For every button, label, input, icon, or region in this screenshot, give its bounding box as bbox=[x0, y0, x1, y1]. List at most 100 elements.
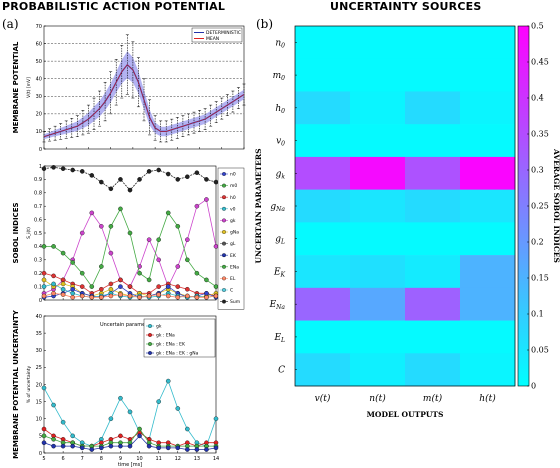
sobol-ytick-label: 0.6 bbox=[34, 217, 42, 223]
sobol-legend: n0 m0 h0 v0 gk gNa gL EK ENa EL C Sum bbox=[217, 167, 245, 310]
uncertainty-point-gk-ENa-EK-gNa bbox=[60, 443, 66, 449]
sobol-point-gk bbox=[89, 210, 95, 216]
sobol-point-m0 bbox=[60, 250, 66, 256]
sobol-point-m0 bbox=[175, 224, 181, 229]
heatmap-cell bbox=[405, 189, 461, 223]
sobol-point-gNa bbox=[41, 277, 47, 283]
uncertainty-point-gk bbox=[156, 399, 161, 404]
sobol-legend-marker bbox=[222, 183, 226, 188]
sobol-point-h0 bbox=[99, 287, 104, 292]
sobol-point-EL bbox=[213, 293, 219, 299]
sobol-point-m0 bbox=[118, 206, 123, 212]
uncertainty-legend-box bbox=[143, 318, 216, 358]
uncertainty-ytick-label: 25 bbox=[36, 365, 42, 371]
sobol-point-Sum bbox=[118, 177, 123, 182]
sobol-point-Sum bbox=[89, 173, 95, 178]
uncertainty-ytick-label: 35 bbox=[36, 331, 42, 337]
sobol-point-m0 bbox=[108, 224, 114, 229]
sobol-ytick-label: 0.1 bbox=[34, 284, 42, 290]
heatmap-column-label: m(t) bbox=[423, 393, 443, 404]
membrane-ytick-label: 40 bbox=[36, 77, 42, 83]
uncertainty-legend-label: gk bbox=[156, 324, 162, 330]
uncertainty-point-gk-ENa-EK-gNa bbox=[108, 443, 114, 449]
heatmap-cell bbox=[405, 91, 461, 125]
sobol-point-gNa bbox=[108, 287, 114, 292]
membrane-legend-box bbox=[191, 27, 243, 43]
heatmap-cell bbox=[295, 124, 351, 158]
uncertainty-legend: gk gk : ENa gk : ENa : EK gk : ENa : EK : g… bbox=[143, 318, 216, 358]
colorbar-tick-label: 0.1 bbox=[531, 310, 544, 319]
membrane-ytick-label: 20 bbox=[36, 112, 42, 118]
heatmap-row-label: ENa bbox=[269, 300, 286, 311]
membrane-ytick-label: 50 bbox=[36, 59, 42, 65]
heatmap-cell bbox=[350, 189, 406, 223]
heatmap-cell bbox=[405, 255, 461, 289]
uncertainty-xtick-label: 9 bbox=[119, 456, 122, 462]
heatmap-cell bbox=[405, 287, 461, 321]
uncertainty-ytick-label: 20 bbox=[36, 382, 42, 388]
uncertainty-xtick-label: 13 bbox=[194, 456, 200, 462]
uncertainty-ytick-label: 15 bbox=[36, 399, 42, 405]
heatmap-cell bbox=[295, 91, 351, 125]
heatmap-cell bbox=[295, 320, 351, 354]
uncertainty-point-gk bbox=[165, 378, 171, 384]
heatmap-cell bbox=[405, 26, 461, 60]
sobol-point-m0 bbox=[41, 244, 47, 249]
sobol-legend-label: ENa bbox=[230, 264, 239, 270]
heatmap-cell bbox=[460, 189, 516, 223]
sobol-point-m0 bbox=[204, 277, 209, 283]
sobol-point-h0 bbox=[108, 281, 114, 287]
sobol-point-EL bbox=[204, 295, 209, 300]
sobol-legend-label: C bbox=[230, 288, 233, 294]
uncertainty-point-gk-ENa-EK-gNa bbox=[127, 443, 133, 449]
uncertainty-point-gk bbox=[185, 426, 190, 432]
sobol-ytick-label: 0.2 bbox=[34, 271, 42, 277]
uncertainty-point-gk-ENa-EK-gNa bbox=[137, 433, 142, 439]
heatmap-row-label: C bbox=[278, 366, 285, 376]
heatmap-cell bbox=[295, 189, 351, 223]
sobol-point-Sum bbox=[137, 177, 142, 182]
heatmap-row-label: gL bbox=[275, 235, 285, 246]
sobol-ytick-label: 1 bbox=[39, 164, 42, 170]
sobol-point-m0 bbox=[127, 230, 133, 236]
sobol-ytick-label: 0.5 bbox=[34, 231, 42, 237]
membrane-ytick-label: 0 bbox=[39, 147, 42, 153]
sobol-legend-marker bbox=[222, 195, 226, 200]
heatmap-column-label: h(t) bbox=[479, 393, 496, 404]
heatmap-ylabel: UNCERTAIN PARAMETERS bbox=[254, 148, 263, 263]
uncertainty-point-gk-ENa-EK-gNa bbox=[70, 443, 75, 449]
heatmap-row-label: h0 bbox=[275, 104, 285, 115]
membrane-ylabel: MEMBRANE POTENTIAL bbox=[12, 41, 20, 133]
heatmap-cell bbox=[405, 124, 461, 158]
sobol-point-v0 bbox=[51, 281, 56, 287]
left-figure-title: PROBABILISTIC ACTION POTENTIAL bbox=[2, 0, 226, 13]
colorbar-tick-label: 0.05 bbox=[531, 346, 549, 355]
membrane-ytick-label: 70 bbox=[36, 24, 42, 30]
uncertainty-point-gk bbox=[70, 433, 75, 439]
legend-label-mean: MEAN bbox=[206, 36, 219, 42]
uncertainty-xtick-label: 12 bbox=[175, 456, 181, 462]
sobol-point-Sum bbox=[146, 169, 152, 174]
sobol-point-EL bbox=[89, 295, 95, 300]
sobol-point-gk bbox=[175, 264, 181, 269]
heatmap-row-label: m0 bbox=[273, 71, 286, 82]
sobol-point-h0 bbox=[156, 284, 161, 289]
uncertainty-point-gk bbox=[51, 402, 56, 408]
sobol-point-gk bbox=[194, 203, 200, 209]
uncertainty-point-gk-ENa-EK-gNa bbox=[41, 440, 47, 445]
heatmap-cell bbox=[350, 124, 406, 158]
sobol-point-Sum bbox=[185, 174, 190, 179]
uncertainty-point-gk bbox=[118, 395, 123, 401]
uncertainty-legend-label: gk : ENa : EK : gNa bbox=[156, 351, 199, 357]
sobol-point-Sum bbox=[51, 165, 56, 170]
heatmap-xlabel: MODEL OUTPUTS bbox=[367, 410, 444, 419]
uncertainty-xtick-label: 5 bbox=[42, 456, 45, 462]
heatmap-cell bbox=[295, 255, 351, 289]
sobol-point-h0 bbox=[60, 277, 66, 283]
sobol-point-n0 bbox=[204, 291, 209, 296]
sobol-point-EL bbox=[127, 293, 133, 299]
uncertainty-point-gk-ENa-EK-gNa bbox=[213, 445, 219, 451]
uncertainty-point-gk bbox=[60, 419, 66, 425]
uncertainty-point-gk bbox=[41, 385, 47, 391]
